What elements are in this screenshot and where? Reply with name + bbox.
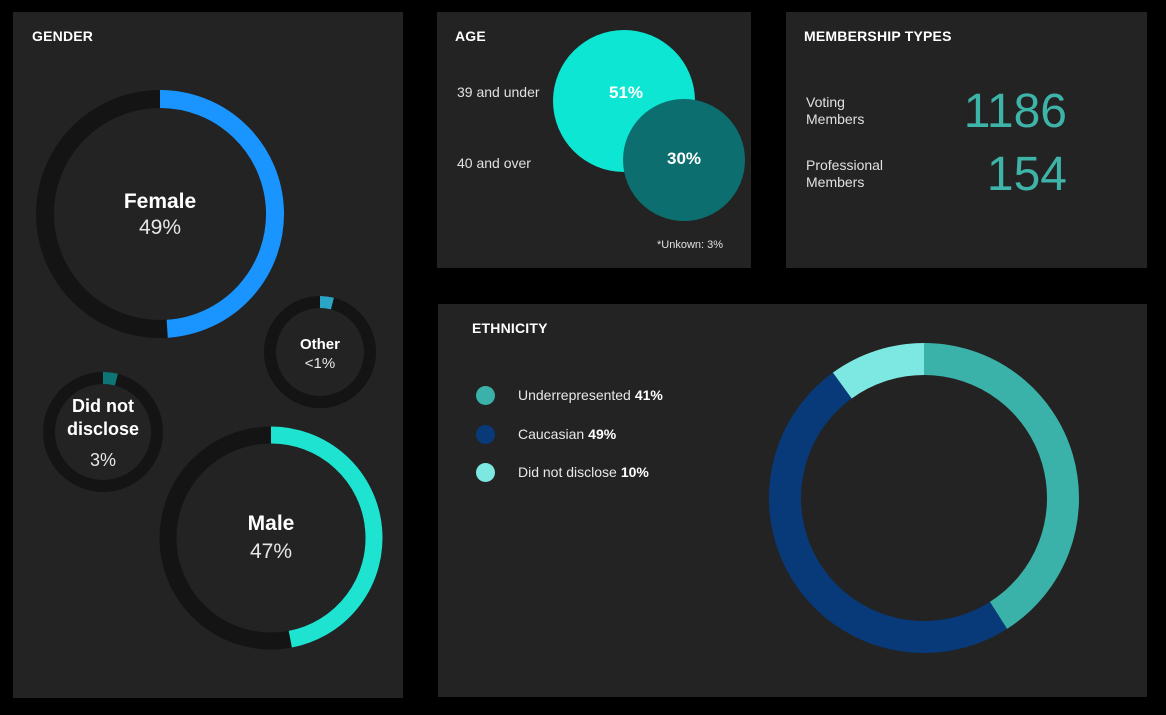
gender-label-male: Male (248, 512, 295, 535)
gender-arc-female (159, 90, 284, 338)
legend-label-did-not-disclose: Did not disclose (518, 464, 617, 480)
legend-dot-caucasian (476, 424, 495, 444)
age-value-under-39: 51% (609, 83, 643, 102)
membership-title: MEMBERSHIP TYPES (804, 28, 952, 44)
age-footnote: *Unkown: 3% (657, 239, 724, 251)
gender-arc-did-not-disclose (102, 372, 118, 386)
gender-label-female: Female (124, 190, 196, 213)
gender-arc-other (319, 296, 334, 310)
professional-members-label: Professional Members (806, 157, 884, 190)
ethnicity-slice-underrepresented (923, 343, 1079, 629)
legend-dot-underrepresented (476, 385, 495, 405)
gender-arc-male (270, 426, 383, 648)
legend-value-caucasian: 49% (588, 426, 617, 442)
age-chart: 51% 30% (553, 30, 745, 221)
gender-value-other: <1% (305, 355, 335, 372)
gender-label-other: Other (300, 336, 340, 353)
voting-members-label: Voting Members (806, 94, 865, 127)
legend-did-not-disclose: Did not disclose 10% (476, 462, 649, 482)
ethnicity-slice-caucasian (769, 372, 1008, 653)
age-label-over-40: 40 and over (457, 155, 531, 171)
legend-value-did-not-disclose: 10% (620, 464, 649, 480)
ethnicity-title: ETHNICITY (472, 320, 548, 336)
legend-caucasian: Caucasian 49% (476, 424, 616, 444)
legend-value-underrepresented: 41% (634, 387, 663, 403)
gender-value-female: 49% (139, 216, 181, 239)
age-value-over-40: 30% (667, 149, 701, 168)
legend-dot-did-not-disclose (476, 462, 495, 482)
age-title: AGE (455, 28, 486, 44)
gender-value-male: 47% (250, 540, 292, 563)
age-bubble-over-40 (623, 99, 745, 221)
legend-label-underrepresented: Underrepresented (518, 387, 631, 403)
gender-label-did-not-disclose: Did not disclose (67, 396, 139, 439)
professional-members-value: 154 (986, 148, 1067, 201)
ethnicity-chart (769, 343, 1079, 653)
gender-title: GENDER (32, 28, 94, 44)
voting-members-value: 1186 (963, 85, 1067, 138)
legend-label-caucasian: Caucasian (518, 426, 585, 442)
legend-underrepresented: Underrepresented 41% (476, 385, 663, 405)
ethnicity-slice-did-not-disclose (832, 343, 925, 399)
membership-panel: MEMBERSHIP TYPES (786, 12, 1147, 268)
age-label-under-39: 39 and under (457, 84, 540, 100)
gender-chart: Female 49% Other <1% Did not disclose 3% Male 47… (36, 90, 383, 650)
gender-value-did-not-disclose: 3% (90, 450, 116, 470)
